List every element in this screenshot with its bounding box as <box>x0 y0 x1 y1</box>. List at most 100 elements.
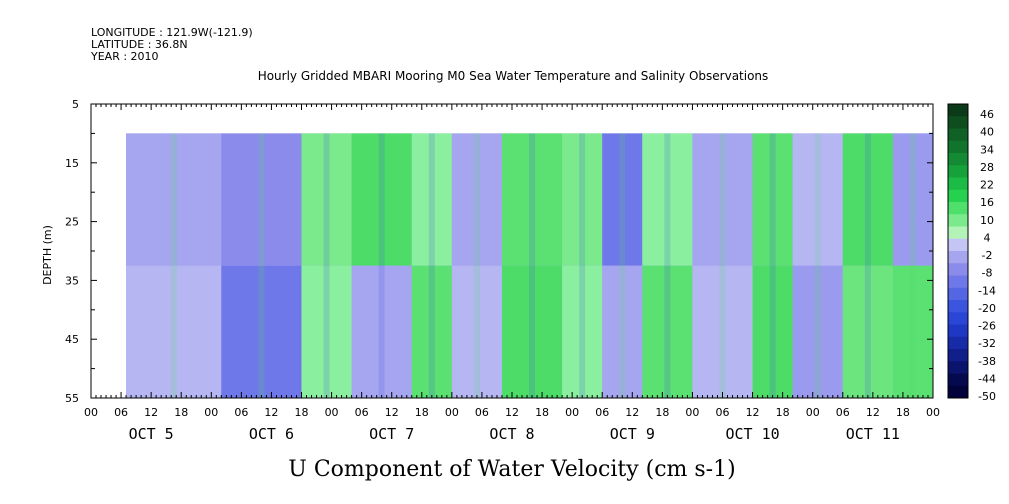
x-hour-tick-label: 00 <box>926 406 940 419</box>
heatmap-streak <box>170 133 177 398</box>
colorbar-label: -38 <box>978 355 996 368</box>
heatmap-band-upper <box>451 133 502 266</box>
heatmap-band-upper <box>792 133 843 266</box>
colorbar-label: -8 <box>982 267 993 280</box>
colorbar: 46 40 34 28 22 16 10 4 -2 -8 -14 -20 -26 -32 -38 -44 -50 <box>947 103 996 403</box>
x-hour-tick-label: 18 <box>174 406 188 419</box>
x-hour-tick-label: 00 <box>445 406 459 419</box>
heatmap-band-lower <box>842 265 893 398</box>
x-hour-tick-label: 00 <box>325 406 339 419</box>
heatmap-streak <box>719 133 726 398</box>
x-hour-tick-label: 12 <box>144 406 158 419</box>
x-hour-tick-label: 12 <box>625 406 639 419</box>
year-label: YEAR : 2010 <box>90 50 159 63</box>
colorbar-swatch <box>948 128 968 142</box>
heatmap-streak <box>323 133 330 398</box>
x-day-label: OCT 9 <box>610 425 655 443</box>
x-hour-tick-label: 12 <box>505 406 519 419</box>
y-tick-label: 35 <box>65 274 79 287</box>
heatmap-band-lower <box>411 265 452 398</box>
colorbar-frame <box>947 103 969 399</box>
x-hour-tick-label: 00 <box>685 406 699 419</box>
x-hour-tick-label: 12 <box>385 406 399 419</box>
x-day-label: OCT 5 <box>129 425 174 443</box>
heatmap-streak <box>258 133 265 398</box>
colorbar-swatch <box>948 214 968 227</box>
latitude-label: LATITUDE : 36.8N <box>91 38 188 51</box>
colorbar-swatch <box>948 300 968 313</box>
x-axis-label: U Component of Water Velocity (cm s-1) <box>288 457 735 482</box>
x-day-label: OCT 7 <box>369 425 414 443</box>
heatmap-streak <box>664 133 671 398</box>
heatmap-band-lower <box>126 265 222 398</box>
colorbar-label: 16 <box>980 196 994 209</box>
x-hour-tick-label: 06 <box>716 406 730 419</box>
x-hour-tick-label: 00 <box>84 406 98 419</box>
heatmap-band-upper <box>411 133 452 266</box>
colorbar-label: 40 <box>980 126 994 139</box>
heatmap-streak <box>529 133 536 398</box>
colorbar-swatch <box>948 189 968 203</box>
y-tick-label: 45 <box>65 333 79 346</box>
colorbar-swatch <box>948 287 968 301</box>
x-hour-tick-label: 18 <box>776 406 790 419</box>
x-day-label: OCT 8 <box>489 425 534 443</box>
colorbar-swatch <box>948 361 968 374</box>
heatmap-band-lower <box>602 265 643 398</box>
longitude-label: LONGITUDE : 121.9W(-121.9) <box>91 26 253 39</box>
colorbar-label: -20 <box>978 302 996 315</box>
heatmap-streak <box>864 133 871 398</box>
heatmap-streak <box>619 133 626 398</box>
heatmap-band-upper <box>692 133 753 266</box>
y-tick-label: 55 <box>65 392 79 405</box>
heatmap-band-upper <box>301 133 352 266</box>
colorbar-label: -32 <box>978 337 996 350</box>
heatmap-band-lower <box>301 265 352 398</box>
heatmap-streak <box>428 133 435 398</box>
x-hour-tick-label: 06 <box>355 406 369 419</box>
y-tick-label: 15 <box>65 157 79 170</box>
heatmap-band-lower <box>642 265 693 398</box>
x-hour-tick-label: 06 <box>595 406 609 419</box>
colorbar-swatch <box>948 385 968 399</box>
x-hour-tick-label: 18 <box>415 406 429 419</box>
heatmap-streak <box>909 133 916 398</box>
heatmap-band-upper <box>842 133 893 266</box>
x-hour-tick-label: 12 <box>746 406 760 419</box>
x-hour-tick-label: 18 <box>535 406 549 419</box>
heatmap-band-upper <box>221 133 302 266</box>
heatmap-band-upper <box>501 133 563 266</box>
x-day-label: OCT 10 <box>725 425 779 443</box>
colorbar-label: -14 <box>978 284 996 297</box>
y-axis-label: DEPTH (m) <box>41 225 54 285</box>
colorbar-swatch <box>948 349 968 362</box>
colorbar-swatch <box>948 116 968 129</box>
colorbar-swatch <box>948 251 968 264</box>
x-hour-tick-label: 18 <box>295 406 309 419</box>
colorbar-swatch <box>948 177 968 191</box>
x-hour-tick-label: 06 <box>114 406 128 419</box>
heatmap-streak <box>769 133 776 398</box>
x-day-label: OCT 6 <box>249 425 294 443</box>
colorbar-label: 4 <box>984 231 991 244</box>
colorbar-swatch <box>948 336 968 350</box>
heatmap-band-upper <box>126 133 222 266</box>
colorbar-label: 10 <box>980 214 994 227</box>
x-hour-tick-label: 06 <box>475 406 489 419</box>
heatmap-band-lower <box>501 265 563 398</box>
colorbar-swatch <box>948 202 968 215</box>
heatmap-band-upper <box>752 133 793 266</box>
heatmap-band-lower <box>221 265 302 398</box>
colorbar-swatch <box>948 153 968 166</box>
x-hour-tick-label: 00 <box>806 406 820 419</box>
heatmap-band-upper <box>892 133 933 266</box>
heatmap-band-upper <box>562 133 603 266</box>
chart-title: Hourly Gridded MBARI Mooring M0 Sea Wate… <box>258 69 769 83</box>
colorbar-label: 28 <box>980 161 994 174</box>
x-hour-tick-label: 06 <box>234 406 248 419</box>
x-hour-tick-label: 06 <box>836 406 850 419</box>
colorbar-label: -26 <box>978 320 996 333</box>
colorbar-label: 22 <box>980 179 994 192</box>
heatmap-band-upper <box>602 133 643 266</box>
